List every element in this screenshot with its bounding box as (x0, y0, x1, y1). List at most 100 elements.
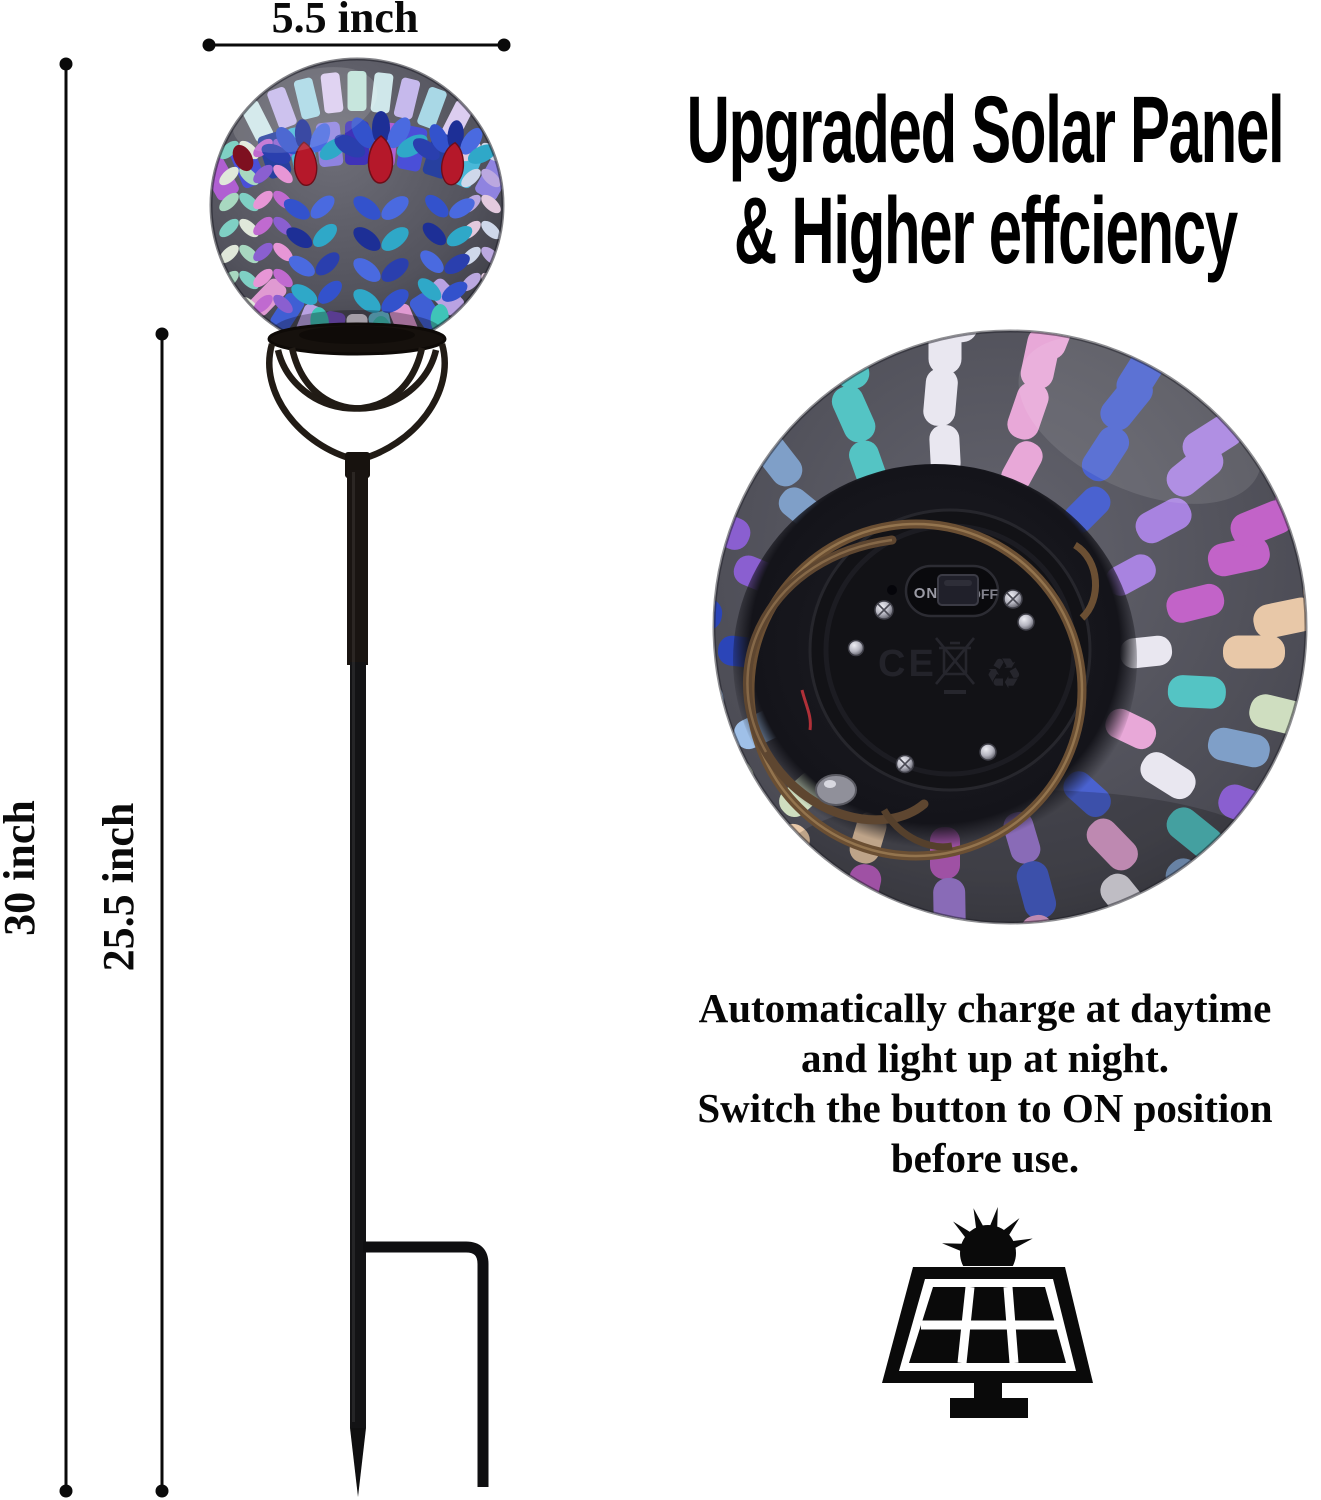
mosaic-tile (283, 198, 310, 220)
headline: Upgraded Solar Panel & Higher effciency (511, 80, 1321, 282)
mosaic-tile (417, 278, 442, 301)
mosaic-tile (444, 253, 470, 275)
mosaic-tile (420, 250, 444, 274)
mosaic-tile (253, 164, 273, 184)
mosaic-tile (593, 755, 664, 805)
mosaic-tile (1091, 917, 1144, 923)
metal-bead (815, 774, 857, 806)
peacock-feather-motif (261, 119, 347, 337)
mosaic-tile (211, 153, 239, 201)
mosaic-tile (1305, 675, 1306, 712)
mosaic-tile (721, 902, 775, 923)
solar-light-front-photo (209, 57, 505, 1497)
mosaic-tile (829, 331, 870, 390)
mosaic-tile (291, 284, 318, 305)
mosaic-tile (317, 280, 342, 304)
mosaic-tile (642, 831, 712, 899)
mosaic-tile (417, 86, 447, 129)
panel-base (950, 1398, 1028, 1418)
mosaic-tile (714, 331, 723, 376)
mosaic-tile (1207, 727, 1270, 768)
description-line: and light up at night. (800, 1035, 1169, 1081)
mosaic-tile (1016, 861, 1057, 919)
globe-holder-cage (266, 322, 448, 464)
mosaic-tile (381, 196, 409, 220)
feather-eye (367, 135, 394, 184)
dimension-endpoint-dot (59, 57, 73, 71)
wire-stub (880, 808, 953, 851)
dimension-endpoint-dot (202, 38, 216, 52)
usage-description: Automatically charge at daytime and ligh… (697, 983, 1272, 1183)
mosaic-tile (714, 389, 726, 445)
mosaic-tile (714, 807, 724, 860)
mosaic-tile (315, 252, 340, 276)
mosaic-tile (219, 140, 239, 160)
mosaic-tile (831, 385, 876, 443)
mosaic-tile (381, 227, 409, 251)
sun-ray (953, 1221, 971, 1238)
wire-loop (742, 535, 929, 825)
mosaic-tile (353, 196, 381, 220)
peacock-feather-motif (412, 120, 497, 333)
recycle-icon: ♻ (985, 649, 1023, 698)
sun-ray (1012, 1238, 1033, 1249)
mosaic-tile (748, 331, 797, 388)
mosaic-tile (1167, 675, 1226, 709)
cage-loop (274, 347, 426, 412)
mosaic-tile (461, 168, 481, 188)
mosaic-tile (604, 466, 676, 527)
overall-height-dimension-line (59, 57, 73, 1498)
dimension-endpoint-dot (497, 38, 511, 52)
mosaic-tile (1140, 752, 1196, 800)
mosaic-tile (381, 258, 409, 282)
mosaic-tile (310, 195, 335, 219)
mosaic-tile (481, 298, 501, 318)
mosaic-tile (571, 666, 638, 706)
mosaic-globe-front (209, 57, 505, 353)
weee-bin-icon (934, 637, 976, 694)
mosaic-tile (1207, 536, 1270, 577)
solar-unit-cap (808, 508, 1092, 792)
holder-wire-ring (742, 519, 1099, 861)
stake-height-dimension-line (155, 327, 169, 1498)
headline-line2: & Higher effciency (733, 178, 1238, 284)
mosaic-tile (253, 242, 273, 262)
mosaic-tile (928, 331, 962, 374)
mosaic-tile (351, 117, 375, 149)
mosaic-tile (518, 594, 584, 628)
mosaic-tile (547, 787, 620, 840)
mosaic-tile (387, 117, 411, 149)
mosaic-tile (286, 227, 313, 249)
mosaic-tile (429, 124, 449, 153)
mosaic-tile (519, 692, 590, 736)
mosaic-tile (273, 164, 293, 184)
mosaic-tile (253, 294, 273, 314)
overall-height-label: 30 inch (0, 800, 44, 936)
stake-height-label: 25.5 inch (94, 802, 143, 972)
mosaic-tile (381, 289, 409, 313)
dimension-annotations (59, 38, 511, 1498)
mosaic-tile (412, 138, 440, 161)
mosaic-tile (841, 331, 884, 352)
mosaic-tile (320, 72, 344, 114)
mosaic-tile (923, 367, 958, 427)
sun-ray (973, 1208, 984, 1229)
mosaic-tile (1032, 331, 1079, 360)
mosaic-tile (334, 134, 366, 158)
mosaic-tile (267, 86, 297, 129)
mosaic-tile (219, 218, 239, 238)
mosaic-tile (372, 111, 390, 145)
mosaic-tile (1086, 818, 1138, 871)
mosaic-tile (714, 444, 724, 497)
mosaic-tile (347, 71, 367, 111)
sun-icon (942, 1207, 1033, 1266)
mosaic-tile (240, 100, 274, 142)
mosaic-tile (353, 227, 381, 251)
panel-neck (974, 1383, 1002, 1400)
mosaic-tile (370, 72, 394, 114)
mosaic-tile (446, 226, 473, 247)
stake-tip (350, 1428, 366, 1497)
mosaic-tile (273, 242, 293, 262)
